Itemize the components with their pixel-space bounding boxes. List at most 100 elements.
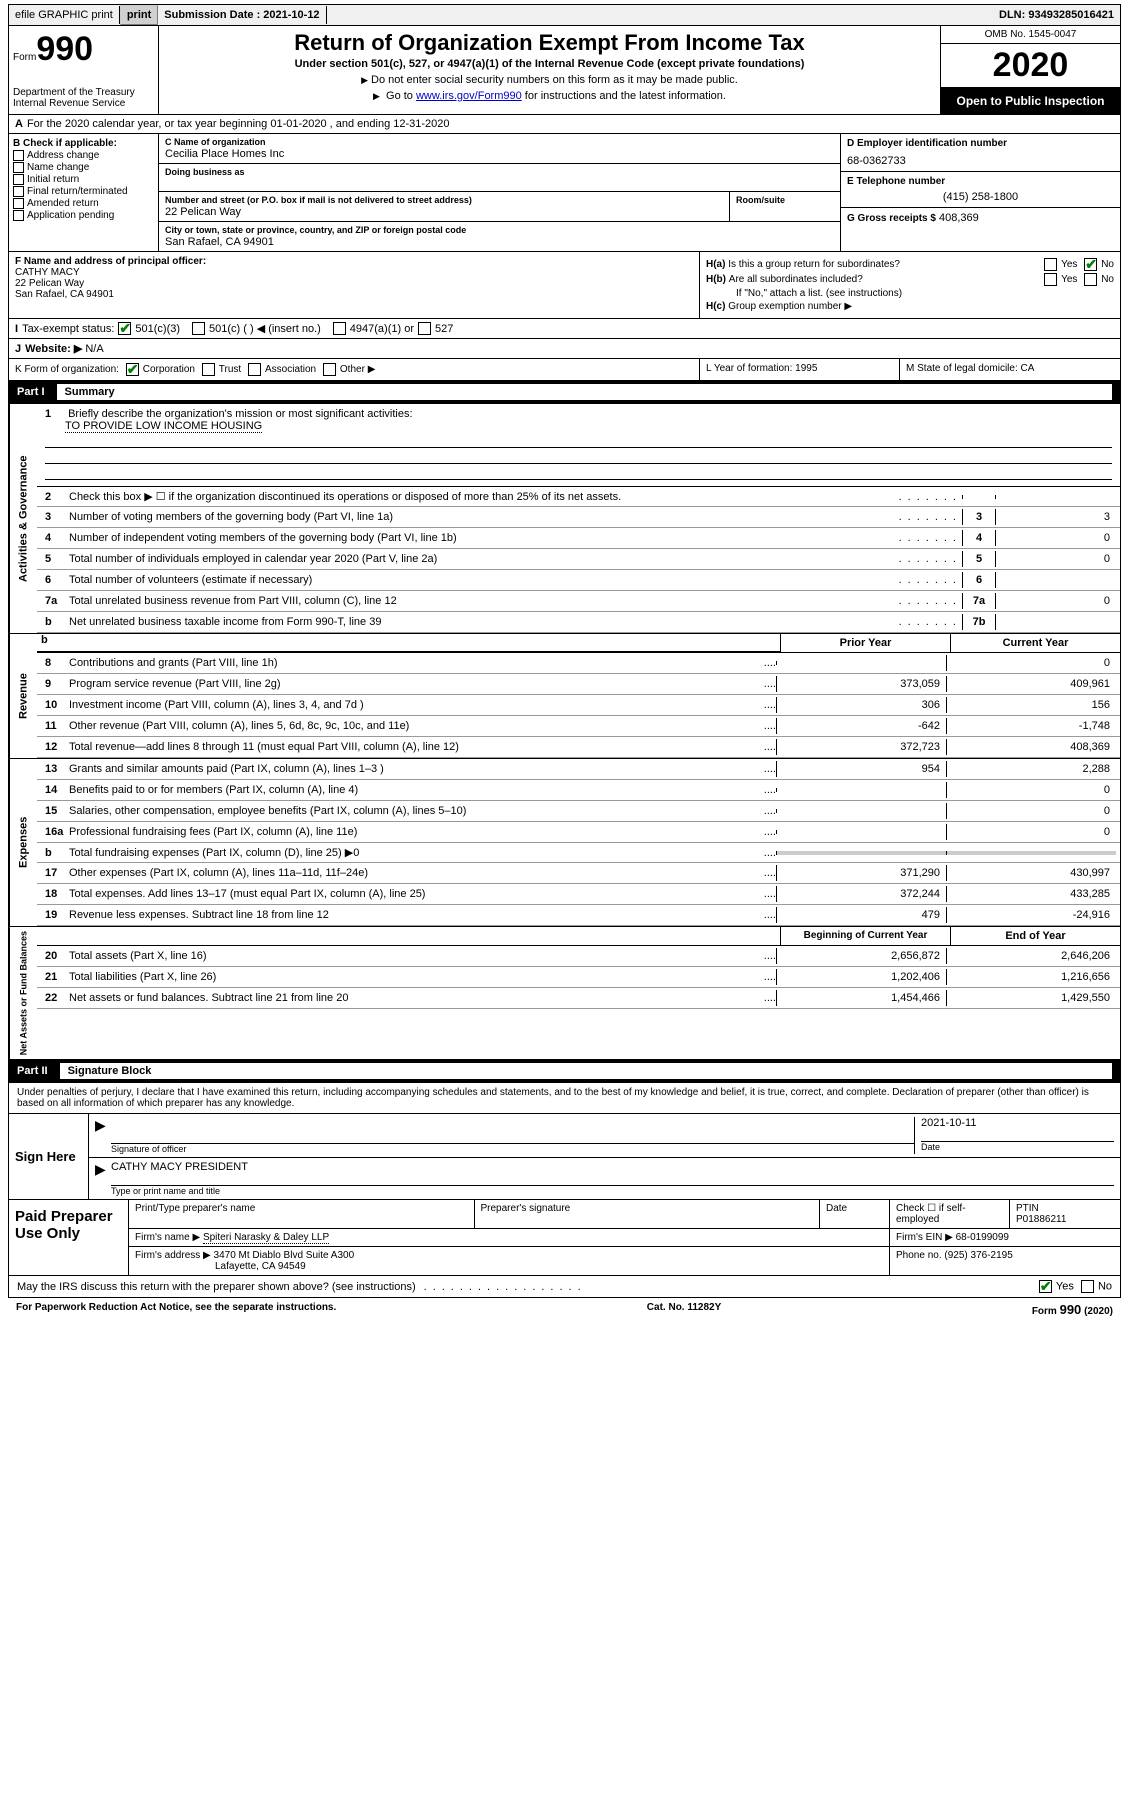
gov-line-5: 5Total number of individuals employed in… xyxy=(37,549,1120,570)
form-other[interactable] xyxy=(323,363,336,376)
line-14: 14Benefits paid to or for members (Part … xyxy=(37,780,1120,801)
street: 22 Pelican Way xyxy=(165,206,723,218)
ha-yes[interactable] xyxy=(1044,258,1057,271)
form-header: Form990 Department of the Treasury Inter… xyxy=(8,26,1121,115)
check-name-change[interactable]: Name change xyxy=(13,162,154,173)
gov-line-b: bNet unrelated business taxable income f… xyxy=(37,612,1120,633)
perjury-statement: Under penalties of perjury, I declare th… xyxy=(8,1083,1121,1114)
form-trust[interactable] xyxy=(202,363,215,376)
firm-ein: 68-0199099 xyxy=(956,1232,1009,1243)
irs-link[interactable]: www.irs.gov/Form990 xyxy=(416,90,522,102)
gov-line-4: 4Number of independent voting members of… xyxy=(37,528,1120,549)
check-final-return[interactable]: Final return/terminated xyxy=(13,186,154,197)
check-application-pending[interactable]: Application pending xyxy=(13,210,154,221)
status-501c3[interactable] xyxy=(118,322,131,335)
part1-header: Part I Summary xyxy=(8,381,1121,404)
entity-section: B Check if applicable: Address change Na… xyxy=(8,134,1121,252)
expenses-section: Expenses 13Grants and similar amounts pa… xyxy=(8,759,1121,927)
footer-left: For Paperwork Reduction Act Notice, see … xyxy=(16,1302,336,1317)
discuss-yes[interactable] xyxy=(1039,1280,1052,1293)
status-501c[interactable] xyxy=(192,322,205,335)
city-label: City or town, state or province, country… xyxy=(165,225,834,235)
sign-here-section: Sign Here ▶ Signature of officer 2021-10… xyxy=(8,1114,1121,1200)
ha-no[interactable] xyxy=(1084,258,1097,271)
check-initial-return[interactable]: Initial return xyxy=(13,174,154,185)
line-9: 9Program service revenue (Part VIII, lin… xyxy=(37,674,1120,695)
check-address-change[interactable]: Address change xyxy=(13,150,154,161)
gross-label: G Gross receipts $ xyxy=(847,213,936,224)
paid-preparer-label: Paid Preparer Use Only xyxy=(9,1200,129,1275)
website-row: J Website: ▶ N/A xyxy=(8,339,1121,359)
org-name: Cecilia Place Homes Inc xyxy=(165,148,834,160)
gov-line-2: 2Check this box ▶ ☐ if the organization … xyxy=(37,487,1120,507)
check-amended[interactable]: Amended return xyxy=(13,198,154,209)
prior-year-header: Prior Year xyxy=(780,634,950,652)
sign-date: 2021-10-11 xyxy=(921,1117,1114,1129)
ein-label: D Employer identification number xyxy=(847,138,1114,149)
department-label: Department of the Treasury Internal Reve… xyxy=(13,87,154,109)
gross-receipts: 408,369 xyxy=(939,212,979,224)
officer-city: San Rafael, CA 94901 xyxy=(15,289,693,300)
ein: 68-0362733 xyxy=(847,155,1114,167)
line-12: 12Total revenue—add lines 8 through 11 (… xyxy=(37,737,1120,758)
status-527[interactable] xyxy=(418,322,431,335)
line-22: 22Net assets or fund balances. Subtract … xyxy=(37,988,1120,1009)
line-21: 21Total liabilities (Part X, line 26)...… xyxy=(37,967,1120,988)
beginning-year-header: Beginning of Current Year xyxy=(780,927,950,945)
instruction-1: Do not enter social security numbers on … xyxy=(167,74,932,86)
net-assets-section: Net Assets or Fund Balances Beginning of… xyxy=(8,927,1121,1060)
page-footer: For Paperwork Reduction Act Notice, see … xyxy=(8,1298,1121,1321)
sign-here-label: Sign Here xyxy=(9,1114,89,1199)
submission-date: Submission Date : 2021-10-12 xyxy=(158,6,326,24)
firm-addr1: 3470 Mt Diablo Blvd Suite A300 xyxy=(214,1250,355,1261)
line-8: 8Contributions and grants (Part VIII, li… xyxy=(37,653,1120,674)
print-button[interactable]: print xyxy=(120,5,158,25)
officer-name: CATHY MACY xyxy=(15,267,693,278)
form-number: 990 xyxy=(36,30,93,68)
klm-row: K Form of organization: Corporation Trus… xyxy=(8,359,1121,381)
dln: DLN: 93493285016421 xyxy=(993,6,1120,24)
status-4947[interactable] xyxy=(333,322,346,335)
discuss-row: May the IRS discuss this return with the… xyxy=(8,1276,1121,1298)
line-10: 10Investment income (Part VIII, column (… xyxy=(37,695,1120,716)
street-label: Number and street (or P.O. box if mail i… xyxy=(165,195,723,205)
org-name-label: C Name of organization xyxy=(165,137,834,147)
room-label: Room/suite xyxy=(736,195,834,205)
discuss-no[interactable] xyxy=(1081,1280,1094,1293)
form-assoc[interactable] xyxy=(248,363,261,376)
city: San Rafael, CA 94901 xyxy=(165,236,834,248)
gov-line-7a: 7aTotal unrelated business revenue from … xyxy=(37,591,1120,612)
line-16a: 16aProfessional fundraising fees (Part I… xyxy=(37,822,1120,843)
year-formation: Year of formation: 1995 xyxy=(714,363,818,374)
tax-year: 2020 xyxy=(941,44,1120,88)
net-assets-tab: Net Assets or Fund Balances xyxy=(9,927,37,1059)
revenue-section: Revenue b Prior Year Current Year 8Contr… xyxy=(8,634,1121,759)
line-a: AFor the 2020 calendar year, or tax year… xyxy=(8,115,1121,134)
phone-label: E Telephone number xyxy=(847,176,1114,187)
hb-yes[interactable] xyxy=(1044,273,1057,286)
expenses-tab: Expenses xyxy=(9,759,37,926)
line-13: 13Grants and similar amounts paid (Part … xyxy=(37,759,1120,780)
form-subtitle: Under section 501(c), 527, or 4947(a)(1)… xyxy=(167,58,932,70)
officer-street: 22 Pelican Way xyxy=(15,278,693,289)
paid-preparer-section: Paid Preparer Use Only Print/Type prepar… xyxy=(8,1200,1121,1276)
ptin: P01886211 xyxy=(1016,1214,1066,1225)
part2-header: Part II Signature Block xyxy=(8,1060,1121,1083)
tax-status-row: I Tax-exempt status: 501(c)(3) 501(c) ( … xyxy=(8,319,1121,339)
form-word: Form xyxy=(13,52,36,63)
instruction-2: Go to www.irs.gov/Form990 for instructio… xyxy=(167,90,932,102)
form-title: Return of Organization Exempt From Incom… xyxy=(167,30,932,56)
hb-no[interactable] xyxy=(1084,273,1097,286)
footer-mid: Cat. No. 11282Y xyxy=(647,1302,721,1317)
line-20: 20Total assets (Part X, line 16)....2,65… xyxy=(37,946,1120,967)
line-17: 17Other expenses (Part IX, column (A), l… xyxy=(37,863,1120,884)
top-bar: efile GRAPHIC print print Submission Dat… xyxy=(8,4,1121,26)
officer-h-section: F Name and address of principal officer:… xyxy=(8,252,1121,319)
firm-phone: (925) 376-2195 xyxy=(944,1250,1012,1261)
gov-line-6: 6Total number of volunteers (estimate if… xyxy=(37,570,1120,591)
line-19: 19Revenue less expenses. Subtract line 1… xyxy=(37,905,1120,926)
efile-label: efile GRAPHIC print xyxy=(9,6,120,24)
form-corp[interactable] xyxy=(126,363,139,376)
line-15: 15Salaries, other compensation, employee… xyxy=(37,801,1120,822)
firm-addr2: Lafayette, CA 94549 xyxy=(215,1261,306,1272)
